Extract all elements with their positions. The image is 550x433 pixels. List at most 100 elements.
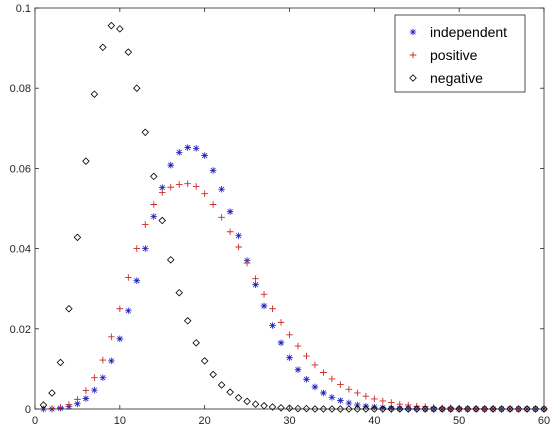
asterisk-marker (277, 339, 285, 347)
data-point-negative (285, 404, 294, 412)
y-tick-label: 0 (25, 404, 31, 416)
data-point-independent (91, 386, 98, 394)
diamond-marker (412, 405, 421, 413)
plus-marker (125, 274, 132, 281)
x-tick-label: 40 (368, 415, 380, 427)
plus-marker (286, 331, 293, 339)
data-point-positive (243, 259, 251, 267)
diamond-marker (175, 288, 183, 297)
x-tick-label: 30 (283, 415, 295, 427)
diamond-marker (200, 357, 209, 365)
data-point-positive (74, 396, 81, 403)
data-point-independent (303, 376, 310, 383)
data-point-independent (260, 302, 268, 310)
data-point-negative (396, 405, 404, 413)
data-point-negative (82, 157, 90, 165)
diamond-marker (99, 43, 107, 52)
data-point-negative (455, 405, 463, 413)
x-tick-label: 60 (538, 415, 550, 427)
data-point-positive (82, 387, 90, 394)
data-point-negative (158, 216, 167, 225)
y-tick-label: 0.08 (10, 83, 31, 95)
data-point-negative (506, 405, 514, 413)
data-point-positive (57, 404, 64, 411)
asterisk-marker (141, 245, 149, 252)
data-point-negative (472, 405, 480, 413)
data-point-negative (370, 405, 379, 413)
plus-marker (430, 404, 438, 411)
asterisk-marker (133, 277, 141, 284)
asterisk-marker (409, 28, 417, 36)
data-point-positive (277, 319, 285, 326)
asterisk-marker (108, 357, 115, 365)
plus-marker (218, 214, 225, 221)
diamond-marker (285, 404, 294, 412)
plus-marker (235, 243, 242, 251)
data-point-negative (489, 405, 497, 413)
data-point-positive (362, 392, 370, 400)
asterisk-marker (116, 335, 124, 343)
diamond-marker (192, 339, 200, 347)
diamond-marker (56, 358, 65, 367)
data-point-negative (387, 405, 396, 413)
data-point-independent (184, 144, 191, 151)
data-point-positive (328, 375, 336, 383)
data-point-negative (438, 405, 446, 413)
asterisk-marker (404, 405, 412, 412)
data-point-negative (251, 400, 260, 408)
data-point-negative (446, 405, 455, 413)
data-point-independent (286, 354, 293, 361)
asterisk-marker (260, 302, 268, 310)
diamond-marker (150, 172, 158, 181)
data-point-independent (311, 383, 319, 391)
data-point-independent (388, 404, 395, 412)
diamond-marker (514, 405, 523, 413)
plus-marker (464, 405, 471, 412)
data-point-negative (166, 256, 175, 264)
diamond-marker (353, 405, 362, 413)
data-point-independent (218, 185, 225, 193)
plus-marker (294, 342, 302, 350)
data-point-negative (311, 405, 319, 413)
diamond-marker (183, 317, 192, 325)
plus-marker (388, 399, 395, 406)
diamond-marker (463, 405, 472, 413)
data-point-negative (268, 403, 277, 411)
diamond-marker (328, 405, 336, 413)
diamond-marker (497, 405, 506, 413)
asterisk-marker (82, 395, 90, 402)
data-point-positive (354, 389, 361, 397)
data-point-positive (158, 189, 166, 196)
data-point-negative (90, 90, 99, 98)
data-point-positive (320, 369, 327, 376)
data-point-positive (286, 331, 293, 339)
data-point-negative (277, 404, 285, 412)
plus-marker (175, 181, 183, 188)
data-point-independent (99, 374, 107, 382)
data-point-negative (540, 405, 548, 413)
data-point-negative (294, 404, 302, 413)
data-point-negative (523, 405, 531, 413)
data-point-independent (396, 405, 404, 412)
diamond-marker (387, 405, 396, 413)
diamond-marker (429, 405, 438, 413)
data-point-independent (192, 145, 200, 152)
data-point-negative (497, 405, 506, 413)
asterisk-marker (91, 386, 98, 394)
diamond-marker (294, 404, 302, 413)
plus-marker (48, 405, 56, 412)
diamond-marker (531, 405, 540, 413)
plus-marker (277, 319, 285, 326)
data-point-positive (294, 342, 302, 350)
data-markers (39, 21, 548, 413)
diamond-marker (107, 21, 116, 30)
data-point-negative (243, 397, 251, 406)
diamond-marker (90, 90, 99, 98)
data-point-positive (218, 214, 225, 221)
data-point-independent (116, 335, 124, 343)
data-point-negative (514, 405, 523, 413)
diamond-marker (540, 405, 548, 413)
diamond-marker (480, 405, 489, 413)
data-point-positive (108, 333, 115, 341)
data-point-negative (175, 288, 183, 297)
